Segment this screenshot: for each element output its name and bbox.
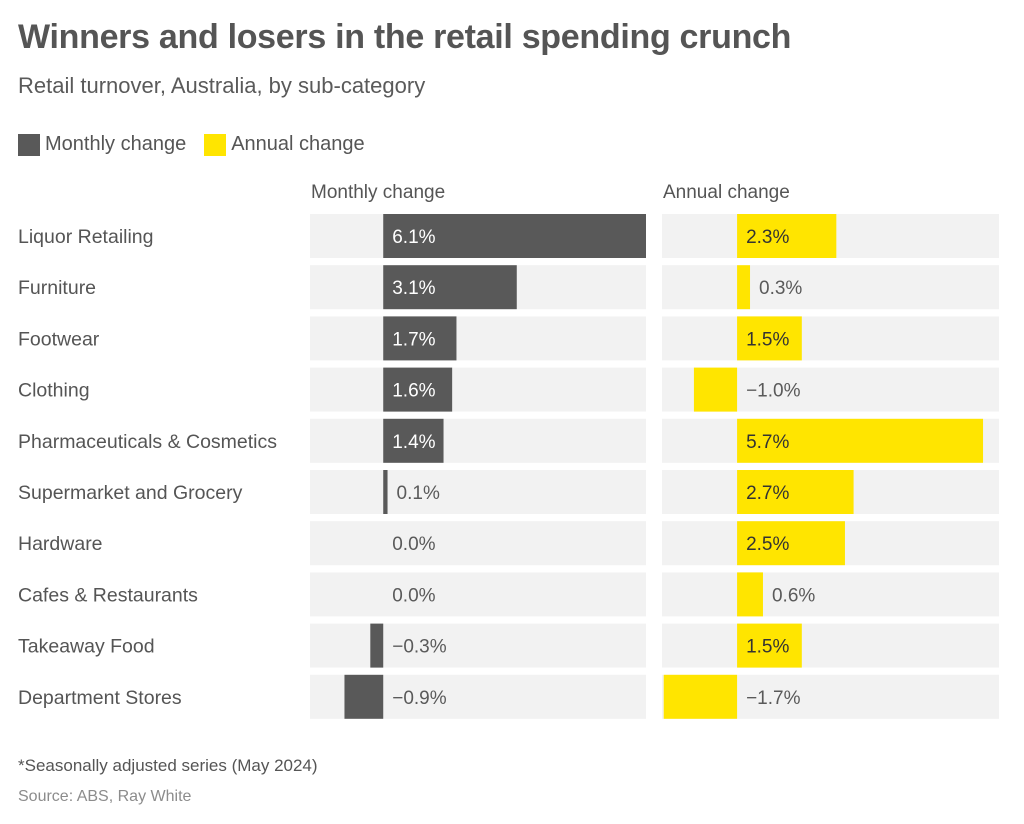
monthly-bar	[370, 623, 384, 668]
monthly-value-label: −0.9%	[392, 688, 447, 709]
monthly-value-label: 0.1%	[397, 483, 440, 504]
category-label: Liquor Retailing	[18, 226, 154, 248]
category-label: Takeaway Food	[18, 636, 155, 658]
annual-value-label: 2.3%	[746, 227, 789, 248]
monthly-bar	[383, 470, 388, 514]
monthly-row-background	[310, 418, 646, 463]
annual-value-label: 5.7%	[746, 432, 789, 453]
annual-bar	[737, 623, 802, 668]
monthly-value-label: −0.3%	[392, 637, 447, 658]
monthly-row-background	[310, 572, 646, 617]
category-label: Furniture	[18, 277, 96, 299]
legend-item-annual: Annual change	[204, 133, 365, 156]
annual-bar	[737, 521, 845, 566]
legend: Monthly change Annual change	[18, 133, 383, 156]
category-label: Footwear	[18, 328, 100, 350]
annual-value-label: −1.0%	[746, 381, 801, 402]
panel-header-monthly: Monthly change	[311, 182, 446, 203]
monthly-value-label: 0.0%	[392, 534, 435, 555]
annual-bar	[737, 470, 854, 514]
annual-value-label: 1.5%	[746, 637, 789, 658]
category-label: Supermarket and Grocery	[18, 482, 243, 504]
legend-label-annual: Annual change	[231, 133, 365, 155]
annual-row-background	[662, 572, 999, 617]
category-label: Cafes & Restaurants	[18, 584, 198, 606]
annual-bar	[737, 418, 984, 463]
chart-title: Winners and losers in the retail spendin…	[18, 18, 792, 56]
annual-bar	[663, 674, 738, 719]
annual-value-label: 0.6%	[772, 585, 815, 606]
annual-row-background	[662, 316, 999, 361]
legend-label-monthly: Monthly change	[45, 133, 187, 155]
annual-value-label: 2.7%	[746, 483, 789, 504]
legend-swatch-monthly	[18, 133, 40, 156]
annual-bar	[737, 316, 802, 361]
annual-row-background	[662, 265, 999, 310]
panel-header-annual: Annual change	[663, 182, 790, 203]
category-label: Clothing	[18, 380, 90, 402]
monthly-row-background	[310, 367, 646, 412]
monthly-bar	[383, 214, 646, 258]
category-label: Hardware	[18, 533, 103, 555]
monthly-value-label: 1.4%	[392, 432, 435, 453]
legend-item-monthly: Monthly change	[18, 133, 186, 156]
monthly-value-label: 3.1%	[392, 278, 435, 299]
monthly-row-background	[310, 521, 646, 566]
chart-subtitle: Retail turnover, Australia, by sub-categ…	[18, 73, 426, 98]
monthly-row-background	[310, 316, 646, 361]
monthly-bar	[383, 367, 453, 412]
annual-bar	[737, 572, 763, 617]
monthly-value-label: 1.7%	[392, 329, 435, 350]
footnote: *Seasonally adjusted series (May 2024)	[18, 756, 318, 775]
legend-swatch-annual	[204, 133, 227, 156]
monthly-value-label: 6.1%	[392, 227, 435, 248]
annual-value-label: −1.7%	[746, 688, 801, 709]
monthly-bar	[383, 316, 457, 361]
monthly-bar	[383, 265, 517, 310]
annual-value-label: 1.5%	[746, 329, 789, 350]
monthly-value-label: 1.6%	[392, 381, 435, 402]
annual-value-label: 0.3%	[759, 278, 802, 299]
annual-bar	[737, 265, 751, 310]
monthly-value-label: 0.0%	[392, 585, 435, 606]
monthly-bar	[383, 418, 444, 463]
source-note: Source: ABS, Ray White	[18, 788, 192, 805]
monthly-row-background	[310, 623, 646, 668]
annual-bar	[737, 214, 837, 258]
monthly-bar	[344, 674, 384, 719]
monthly-row-background	[310, 470, 646, 514]
annual-bar	[693, 367, 738, 412]
category-label: Department Stores	[18, 687, 182, 709]
annual-row-background	[662, 623, 999, 668]
annual-value-label: 2.5%	[746, 534, 789, 555]
category-label: Pharmaceuticals & Cosmetics	[18, 431, 277, 453]
